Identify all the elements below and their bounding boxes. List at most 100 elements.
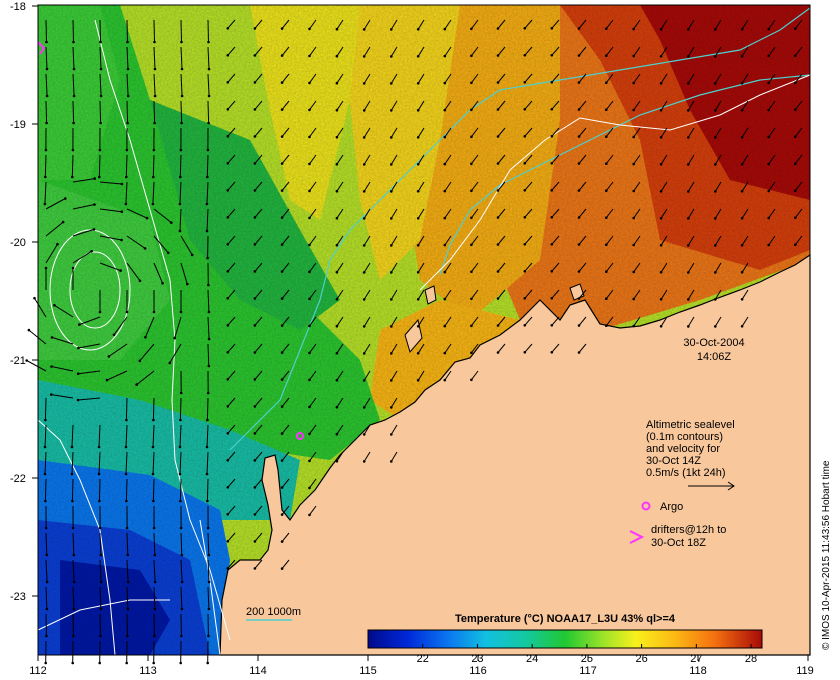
velocity-arrow-head	[98, 661, 101, 665]
velocity-arrow-head	[550, 162, 554, 165]
velocity-arrow	[390, 370, 398, 381]
velocity-arrow-head	[335, 243, 339, 247]
velocity-arrow-head	[550, 189, 554, 192]
velocity-arrow-head	[93, 203, 96, 206]
velocity-arrow	[390, 289, 398, 300]
velocity-arrow-head	[125, 310, 129, 314]
velocity-arrow	[206, 397, 209, 421]
velocity-arrow-head	[794, 135, 797, 138]
velocity-arrow	[524, 343, 533, 353]
velocity-arrow	[206, 154, 209, 178]
velocity-arrow-head	[45, 607, 49, 611]
velocity-arrow-head	[632, 189, 635, 193]
velocity-arrow-head	[550, 108, 554, 111]
velocity-arrow-head	[523, 162, 527, 165]
velocity-arrow-head	[496, 108, 500, 111]
velocity-arrow-head	[125, 148, 129, 152]
velocity-arrow	[390, 316, 398, 327]
velocity-arrow	[390, 46, 398, 57]
velocity-arrow-head	[335, 27, 339, 31]
velocity-arrow	[768, 208, 776, 219]
velocity-arrow	[126, 235, 146, 249]
velocity-arrow	[125, 451, 128, 475]
velocity-arrow-head	[687, 271, 690, 274]
velocity-arrow	[336, 343, 344, 354]
velocity-arrow-head	[740, 325, 744, 328]
velocity-arrow	[768, 46, 776, 57]
velocity-arrow	[578, 262, 587, 272]
velocity-arrow	[72, 46, 75, 70]
velocity-arrow	[281, 235, 290, 245]
velocity-arrow	[136, 370, 155, 385]
velocity-arrow-head	[99, 121, 102, 125]
velocity-arrow-head	[496, 243, 500, 246]
velocity-arrow-head	[659, 190, 663, 193]
velocity-arrow-head	[280, 297, 284, 300]
velocity-arrow	[444, 262, 452, 273]
velocity-arrow-head	[714, 298, 717, 301]
velocity-arrow-head	[714, 325, 717, 328]
velocity-arrow	[390, 262, 398, 273]
velocity-arrow-head	[443, 243, 447, 247]
velocity-arrow-head	[138, 359, 142, 363]
velocity-arrow	[126, 559, 129, 583]
velocity-arrow-head	[226, 108, 230, 111]
velocity-arrow	[72, 178, 95, 183]
velocity-arrow-head	[390, 406, 393, 409]
velocity-arrow	[309, 46, 317, 57]
velocity-arrow-head	[280, 27, 284, 30]
velocity-arrow	[254, 127, 263, 137]
velocity-arrow-head	[416, 244, 420, 247]
velocity-arrow	[660, 19, 668, 30]
velocity-arrow	[578, 127, 587, 137]
velocity-arrow	[45, 586, 48, 610]
velocity-arrow	[471, 370, 479, 381]
velocity-arrow	[281, 559, 290, 569]
velocity-arrow	[152, 397, 155, 421]
x-tick-label: 116	[469, 665, 487, 677]
velocity-arrow	[254, 343, 263, 353]
velocity-arrow	[390, 154, 398, 165]
velocity-arrow	[309, 100, 317, 111]
velocity-arrow-head	[632, 243, 635, 247]
credit-text: © IMOS 10-Apr-2015 11:43:56 Hobart time	[821, 460, 832, 650]
velocity-arrow	[126, 100, 129, 124]
velocity-arrow-head	[120, 182, 124, 186]
velocity-arrow-head	[71, 499, 74, 503]
velocity-arrow-head	[335, 135, 339, 139]
velocity-arrow-head	[714, 109, 717, 112]
velocity-arrow	[309, 154, 317, 165]
velocity-arrow	[363, 235, 371, 246]
velocity-arrow	[207, 100, 210, 124]
velocity-arrow	[794, 19, 803, 30]
velocity-arrow-head	[152, 418, 155, 422]
velocity-arrow	[126, 46, 129, 70]
velocity-arrow	[660, 289, 668, 300]
velocity-arrow	[687, 316, 695, 327]
velocity-arrow-head	[253, 81, 257, 84]
velocity-arrow	[687, 46, 695, 57]
argo-legend-label: Argo	[660, 501, 683, 513]
velocity-arrow-head	[416, 190, 420, 193]
velocity-arrow-head	[125, 526, 129, 530]
velocity-arrow	[741, 46, 749, 57]
drifters-legend-line: drifters@12h to	[651, 524, 726, 536]
y-tick-label: -19	[10, 119, 26, 131]
velocity-arrow	[206, 181, 209, 205]
velocity-arrow	[227, 397, 236, 407]
velocity-arrow	[390, 208, 398, 219]
velocity-arrow-head	[152, 499, 155, 503]
velocity-arrow-head	[226, 216, 230, 219]
velocity-arrow-head	[173, 336, 176, 340]
velocity-arrow	[336, 262, 344, 273]
velocity-arrow	[497, 289, 506, 299]
velocity-arrow	[281, 181, 290, 191]
velocity-arrow-head	[205, 229, 209, 233]
velocity-arrow	[578, 100, 587, 110]
velocity-arrow-head	[335, 459, 339, 463]
velocity-arrow-head	[180, 67, 184, 71]
velocity-arrow	[72, 19, 74, 43]
velocity-arrow	[309, 424, 317, 435]
velocity-arrow	[524, 127, 533, 137]
velocity-arrow-head	[178, 445, 182, 449]
